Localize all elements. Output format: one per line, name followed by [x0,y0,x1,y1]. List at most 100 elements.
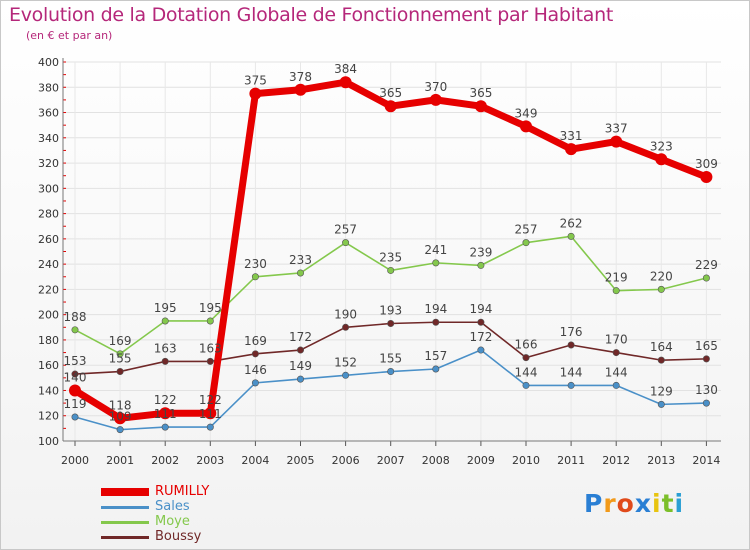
data-label-rumilly: 140 [64,370,87,384]
data-point-rumilly [294,83,307,96]
data-point-boussy [432,318,440,326]
data-label-rumilly: 337 [605,122,628,136]
data-label-moye: 230 [244,257,267,271]
data-label-sales: 144 [515,365,538,379]
data-label-boussy: 194 [424,302,447,316]
y-tick-label: 400 [38,56,59,69]
data-label-sales: 119 [64,397,87,411]
data-point-sales [71,413,79,421]
data-point-sales [251,379,259,387]
data-point-moye [342,239,350,247]
data-label-boussy: 176 [560,325,583,339]
data-point-rumilly [249,87,262,100]
data-label-sales: 111 [199,407,222,421]
data-point-boussy [342,323,350,331]
logo-letter: r [603,489,617,518]
data-point-boussy [702,355,710,363]
data-point-rumilly [204,407,217,420]
x-tick-label: 2001 [106,454,134,467]
data-label-boussy: 165 [695,339,718,353]
data-label-sales: 155 [379,352,402,366]
data-point-boussy [522,354,530,362]
data-label-rumilly: 122 [154,393,177,407]
data-label-sales: 109 [109,410,132,424]
data-label-rumilly: 323 [650,139,673,153]
data-point-moye [522,239,530,247]
data-label-moye: 239 [469,245,492,259]
data-point-rumilly [655,153,668,166]
x-tick-label: 2010 [512,454,540,467]
data-point-rumilly [565,143,578,156]
legend-label-boussy: Boussy [155,529,202,544]
data-point-moye [71,326,79,334]
y-tick-label: 340 [38,132,59,145]
data-point-boussy [387,320,395,328]
x-tick-label: 2006 [332,454,360,467]
chart-subtitle: (en € et par an) [26,29,113,42]
data-point-sales [206,423,214,431]
data-point-moye [567,232,575,240]
data-label-moye: 233 [289,253,312,267]
data-label-moye: 235 [379,250,402,264]
y-tick-label: 260 [38,233,59,246]
data-label-sales: 152 [334,355,357,369]
data-label-moye: 219 [605,271,628,285]
data-point-moye [206,317,214,325]
y-tick-label: 100 [38,435,59,448]
y-tick-label: 180 [38,334,59,347]
data-point-moye [477,261,485,269]
data-point-sales [702,399,710,407]
data-label-sales: 146 [244,363,267,377]
x-tick-label: 2014 [692,454,720,467]
x-tick-label: 2004 [241,454,269,467]
data-point-rumilly [69,384,81,397]
data-label-rumilly: 378 [289,70,312,84]
data-label-moye: 229 [695,258,718,272]
x-tick-label: 2000 [61,454,89,467]
legend-swatch-boussy [101,536,149,539]
y-tick-label: 280 [38,208,59,221]
y-tick-label: 380 [38,81,59,94]
logo-letter: i [674,489,685,518]
data-label-boussy: 193 [379,304,402,318]
x-tick-label: 2011 [557,454,585,467]
y-tick-label: 160 [38,359,59,372]
data-label-moye: 241 [424,243,447,257]
x-tick-label: 2013 [647,454,675,467]
data-label-rumilly: 375 [244,74,267,88]
data-point-boussy [657,356,665,364]
x-tick-label: 2005 [287,454,315,467]
data-label-boussy: 163 [199,341,222,355]
x-tick-label: 2008 [422,454,450,467]
data-label-moye: 262 [560,216,583,230]
legend-item-moye: Moye [101,514,301,529]
data-label-rumilly: 349 [515,106,538,120]
data-label-moye: 169 [109,334,132,348]
logo-letter: x [634,489,652,518]
data-label-rumilly: 118 [109,398,132,412]
data-point-moye [432,259,440,267]
data-point-rumilly [339,76,352,89]
legend-item-boussy: Boussy [101,529,301,544]
data-label-boussy: 172 [289,330,312,344]
data-label-sales: 157 [424,349,447,363]
data-point-rumilly [429,93,442,106]
legend-swatch-sales [101,506,149,509]
legend-swatch-moye [101,521,149,524]
data-point-sales [612,381,620,389]
data-point-moye [296,269,304,277]
data-point-boussy [567,341,575,349]
data-label-moye: 195 [154,301,177,315]
x-tick-label: 2002 [151,454,179,467]
logo-letter: i [652,489,662,518]
data-point-sales [296,375,304,383]
data-point-sales [116,426,124,434]
data-point-moye [702,274,710,282]
data-label-rumilly: 384 [334,62,357,76]
data-point-sales [657,400,665,408]
data-point-sales [342,371,350,379]
logo-letter: t [661,489,675,518]
legend-label-sales: Sales [155,499,190,514]
logo-letter: P [584,489,604,518]
y-tick-label: 300 [38,182,59,195]
